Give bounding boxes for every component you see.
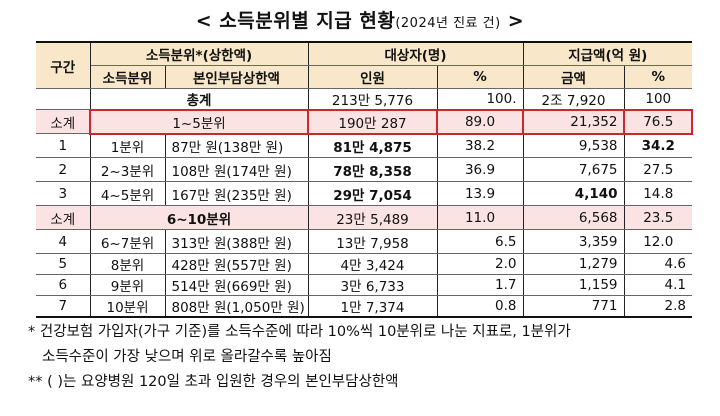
row-section: 1 [36, 133, 91, 158]
row-cap: 87만 원(138만 원) [164, 133, 309, 158]
row-amount: 1,279 [522, 253, 625, 275]
row-section: 3 [36, 181, 91, 206]
row-decile: 8분위 [89, 253, 166, 275]
subtotal-amount: 21,352 [522, 108, 625, 135]
subtotal-amount: 6,568 [522, 205, 625, 230]
row-people-pct: 38.2 [436, 133, 524, 158]
header-amount: 금액 [522, 65, 625, 89]
row-amount-pct: 34.2 [623, 133, 693, 158]
header-people: 인원 [307, 65, 438, 89]
row-decile: 4~5분위 [89, 181, 166, 206]
footnote-2: ** ( )는 요양병원 120일 초과 입원한 경우의 본인부담상한액 [28, 374, 399, 390]
subtotal-people-pct: 11.0 [436, 205, 524, 230]
header-recipients: 대상자(명) [307, 41, 524, 66]
header-income-decile: 소득분위 [89, 65, 166, 89]
table-row: 2 2~3분위 108만 원(174만 원) 78만 8,358 36.9 7,… [36, 157, 693, 182]
row-amount-pct: 27.5 [623, 157, 693, 182]
subtotal-label: 6~10분위 [89, 205, 309, 230]
table-row: 6 9분위 514만 원(669만 원) 3만 6,733 1.7 1,159 … [36, 274, 693, 296]
row-amount-pct: 12.0 [623, 229, 693, 254]
header-payments: 지급액(억 원) [522, 41, 693, 66]
subtotal-label: 1~5분위 [89, 108, 309, 135]
row-people-pct: 0.8 [436, 295, 524, 318]
row-amount: 7,675 [522, 157, 625, 182]
table-row: 7 10분위 808만 원(1,050만 원) 1만 7,374 0.8 771… [36, 295, 693, 318]
row-cap: 514만 원(669만 원) [164, 274, 309, 296]
row-decile: 9분위 [89, 274, 166, 296]
subtotal-people-pct: 89.0 [436, 108, 524, 135]
row-decile: 10분위 [89, 295, 166, 318]
subtotal-row-2: 소계 6~10분위 23만 5,489 11.0 6,568 23.5 [36, 205, 693, 230]
row-amount: 771 [522, 295, 625, 318]
row-amount-pct: 2.8 [623, 295, 693, 318]
row-people-pct: 13.9 [436, 181, 524, 206]
title-end: > [500, 10, 525, 32]
row-people: 29만 7,054 [307, 181, 438, 206]
row-people: 4만 3,424 [307, 253, 438, 275]
row-amount: 9,538 [522, 133, 625, 158]
subtotal-amount-pct: 76.5 [622, 108, 694, 135]
row-cap: 808만 원(1,050만 원) [164, 295, 309, 318]
row-amount: 3,359 [522, 229, 625, 254]
row-amount: 1,159 [522, 274, 625, 296]
footnotes: * 건강보험 가입자(가구 기준)를 소득수준에 따라 10%씩 10분위로 나… [28, 320, 571, 395]
total-section [36, 88, 91, 110]
header-section: 구간 [36, 41, 91, 89]
row-people: 3만 6,733 [307, 274, 438, 296]
footnote-1-continued: 소득수준이 가장 낮으며 위로 올라갈수록 높아짐 [42, 349, 332, 365]
subtotal-section: 소계 [36, 205, 91, 230]
row-cap: 167만 원(235만 원) [164, 181, 309, 206]
header-income-group: 소득분위*(상한액) [89, 41, 309, 66]
row-people: 1만 7,374 [307, 295, 438, 318]
row-cap: 108만 원(174만 원) [164, 157, 309, 182]
total-label: 총계 [89, 88, 309, 110]
page-title: < 소득분위별 지급 현황(2024년 진료 건) > [0, 6, 720, 33]
header-amount-pct: % [623, 65, 693, 89]
row-amount-pct: 4.1 [623, 274, 693, 296]
table-row: 4 6~7분위 313만 원(388만 원) 13만 7,958 6.5 3,3… [36, 229, 693, 254]
total-row: 총계 213만 5,776 100. 2조 7,920 100 [36, 88, 693, 110]
row-cap: 313만 원(388만 원) [164, 229, 309, 254]
title-subtitle: (2024년 진료 건) [395, 16, 501, 31]
row-people: 13만 7,958 [307, 229, 438, 254]
row-amount-pct: 4.6 [623, 253, 693, 275]
row-people-pct: 1.7 [436, 274, 524, 296]
row-amount-pct: 14.8 [623, 181, 693, 206]
header-row-1: 구간 소득분위*(상한액) 대상자(명) 지급액(억 원) [36, 41, 693, 89]
table-row: 5 8분위 428만 원(557만 원) 4만 3,424 2.0 1,279 … [36, 253, 693, 275]
row-decile: 2~3분위 [89, 157, 166, 182]
row-people-pct: 6.5 [436, 229, 524, 254]
total-people-pct: 100. [436, 88, 524, 110]
row-decile: 6~7분위 [89, 229, 166, 254]
subtotal-row-1: 소계 1~5분위 190만 287 89.0 21,352 76.5 [36, 108, 694, 135]
subtotal-section: 소계 [36, 109, 91, 134]
subtotal-people: 23만 5,489 [307, 205, 438, 230]
row-section: 4 [36, 229, 91, 254]
row-people: 81만 4,875 [307, 133, 438, 158]
table-row: 3 4~5분위 167만 원(235만 원) 29만 7,054 13.9 4,… [36, 181, 693, 206]
income-decile-payment-table: 구간 소득분위*(상한액) 대상자(명) 지급액(억 원) 소득분위 본인부담상… [36, 41, 694, 318]
total-amount: 2조 7,920 [522, 88, 625, 110]
total-people: 213만 5,776 [307, 88, 438, 110]
row-amount: 4,140 [522, 181, 625, 206]
row-people: 78만 8,358 [307, 157, 438, 182]
row-section: 2 [36, 157, 91, 182]
subtotal-amount-pct: 23.5 [623, 205, 693, 230]
row-people-pct: 2.0 [436, 253, 524, 275]
subtotal-people: 190만 287 [307, 108, 438, 135]
row-section: 7 [36, 295, 91, 318]
header-people-pct: % [436, 65, 524, 89]
row-cap: 428만 원(557만 원) [164, 253, 309, 275]
row-section: 6 [36, 274, 91, 296]
row-section: 5 [36, 253, 91, 275]
total-amount-pct: 100 [623, 88, 693, 110]
footnote-1: * 건강보험 가입자(가구 기준)를 소득수준에 따라 10%씩 10분위로 나… [28, 324, 571, 340]
header-copay-cap: 본인부담상한액 [164, 65, 309, 89]
row-people-pct: 36.9 [436, 157, 524, 182]
table-row: 1 1분위 87만 원(138만 원) 81만 4,875 38.2 9,538… [36, 133, 693, 158]
row-decile: 1분위 [89, 133, 166, 158]
header-row-2: 소득분위 본인부담상한액 인원 % 금액 % [36, 65, 693, 89]
title-main: < 소득분위별 지급 현황 [195, 10, 396, 32]
